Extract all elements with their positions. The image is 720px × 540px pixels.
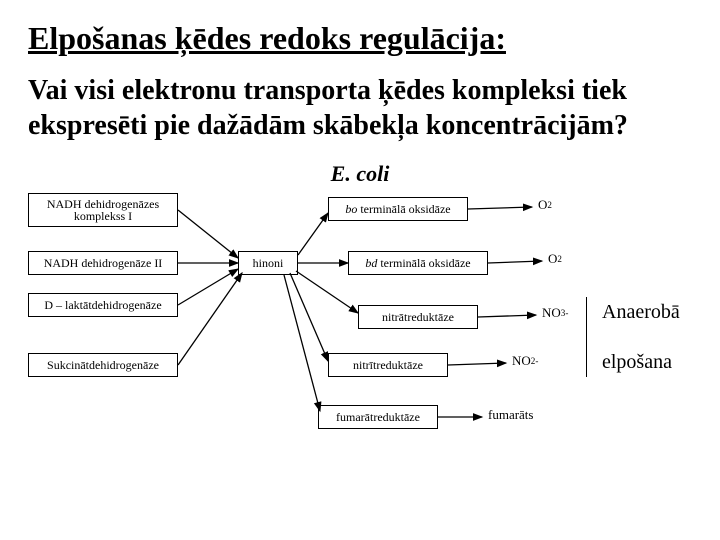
box-hinoni: hinoni	[238, 251, 298, 275]
nadh2-label: NADH dehidrogenāze II	[44, 256, 163, 271]
product-no3: NO3-	[542, 305, 568, 321]
box-bo-oxidase: bo terminālā oksidāze	[328, 197, 468, 221]
box-fumaratreduktaze: fumarātreduktāze	[318, 405, 438, 429]
o2a-2: O	[548, 251, 557, 267]
no3a: NO	[542, 305, 561, 321]
bd-prefix: bd	[365, 256, 377, 270]
nitrat-label: nitrātreduktāze	[382, 310, 454, 325]
box-bd-oxidase: bd terminālā oksidāze	[348, 251, 488, 275]
product-o2-top: O2	[538, 197, 552, 213]
side-separator	[586, 297, 587, 377]
fumred-label: fumarātreduktāze	[336, 410, 420, 425]
product-no2: NO2-	[512, 353, 538, 369]
bo-prefix: bo	[345, 202, 357, 216]
species-label: E. coli	[28, 161, 692, 187]
product-o2-bottom: O2	[548, 251, 562, 267]
box-nitritreduktaze: nitrītreduktāze	[328, 353, 448, 377]
no3c: -	[565, 308, 568, 318]
o2b-1: 2	[547, 200, 552, 210]
nadh1-line2: komplekss I	[74, 210, 132, 222]
side-elposana: elpošana	[602, 351, 672, 374]
o2b-2: 2	[557, 254, 562, 264]
box-succinate: Sukcinātdehidrogenāze	[28, 353, 178, 377]
nitrit-label: nitrītreduktāze	[353, 358, 423, 373]
box-nitratreduktaze: nitrātreduktāze	[358, 305, 478, 329]
box-dlactate: D – laktātdehidrogenāze	[28, 293, 178, 317]
dlac-label: D – laktātdehidrogenāze	[44, 298, 161, 313]
bo-rest: terminālā oksidāze	[357, 202, 450, 216]
no2a: NO	[512, 353, 531, 369]
product-fumarats: fumarāts	[488, 407, 533, 423]
hinoni-label: hinoni	[253, 256, 284, 271]
box-nadh-complex1: NADH dehidrogenāzes komplekss I	[28, 193, 178, 227]
o2a-1: O	[538, 197, 547, 213]
page-subtitle: Vai visi elektronu transporta ķēdes komp…	[28, 73, 692, 143]
fum-label: fumarāts	[488, 407, 533, 423]
diagram-area: NADH dehidrogenāzes komplekss I NADH deh…	[28, 193, 692, 453]
no2c: -	[535, 356, 538, 366]
side-anaeroba: Anaerobā	[602, 301, 680, 324]
box-nadh2: NADH dehidrogenāze II	[28, 251, 178, 275]
bd-rest: terminālā oksidāze	[377, 256, 470, 270]
page-title: Elpošanas ķēdes redoks regulācija:	[28, 20, 692, 57]
succ-label: Sukcinātdehidrogenāze	[47, 358, 159, 373]
